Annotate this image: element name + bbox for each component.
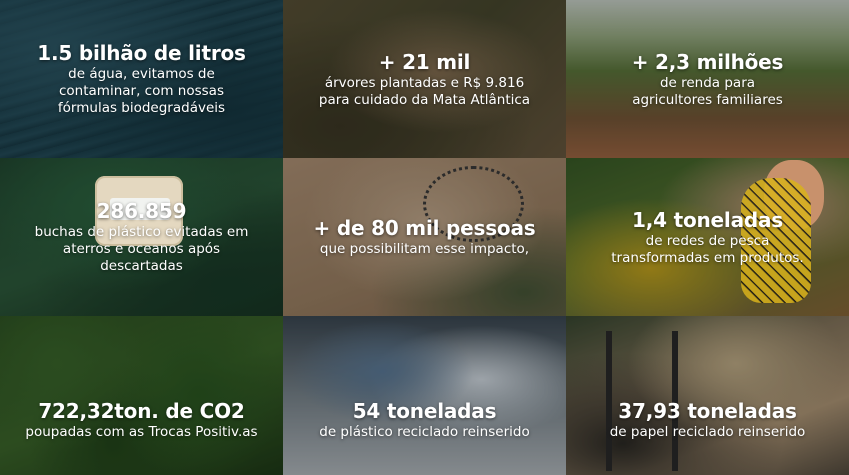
tile-farmers: + 2,3 milhões de renda para agricultores… <box>566 0 849 158</box>
tile-headline: 1.5 bilhão de litros <box>37 41 246 65</box>
tile-sponges: 286.859 buchas de plástico evitadas em a… <box>0 158 283 316</box>
tile-description: de papel reciclado reinserido <box>609 423 806 440</box>
tile-fishing-nets: 1,4 toneladas de redes de pesca transfor… <box>566 158 849 316</box>
tile-headline: 722,32ton. de CO2 <box>38 398 245 423</box>
tile-headline: 286.859 <box>96 199 187 223</box>
tile-description: de plástico reciclado reinserido <box>319 423 530 440</box>
net-bag-photo <box>741 178 811 303</box>
tile-headline: 54 toneladas <box>352 398 497 423</box>
tile-description: de renda para agricultores familiares <box>632 74 783 108</box>
tile-description: poupadas com as Trocas Positiv.as <box>25 423 258 440</box>
tile-headline: 1,4 toneladas <box>632 207 783 232</box>
tile-description: de redes de pesca transformadas em produ… <box>611 232 804 266</box>
tile-description: que possibilitam esse impacto, <box>319 241 530 257</box>
tile-description: buchas de plástico evitadas em aterros e… <box>34 224 249 274</box>
tile-water: 1.5 bilhão de litros de água, evitamos d… <box>0 0 283 158</box>
tile-plastic: 54 toneladas de plástico reciclado reins… <box>283 316 566 475</box>
tile-paper: 37,93 toneladas de papel reciclado reins… <box>566 316 849 475</box>
tile-co2: 722,32ton. de CO2 poupadas com as Trocas… <box>0 316 283 475</box>
tile-headline: 37,93 toneladas <box>618 398 797 423</box>
product-label-photo <box>110 198 170 220</box>
forklift-photo <box>606 331 678 471</box>
tile-headline: + de 80 mil pessoas <box>313 216 536 240</box>
tile-headline: + 21 mil <box>378 49 471 74</box>
tile-headline: + 2,3 milhões <box>631 49 784 74</box>
people-circle-photo <box>423 166 524 242</box>
tile-trees: + 21 mil árvores plantadas e R$ 9.816 pa… <box>283 0 566 158</box>
tile-description: de água, evitamos de contaminar, com nos… <box>57 66 226 116</box>
tile-people: + de 80 mil pessoas que possibilitam ess… <box>283 158 566 316</box>
tile-description: árvores plantadas e R$ 9.816 para cuidad… <box>318 74 531 108</box>
